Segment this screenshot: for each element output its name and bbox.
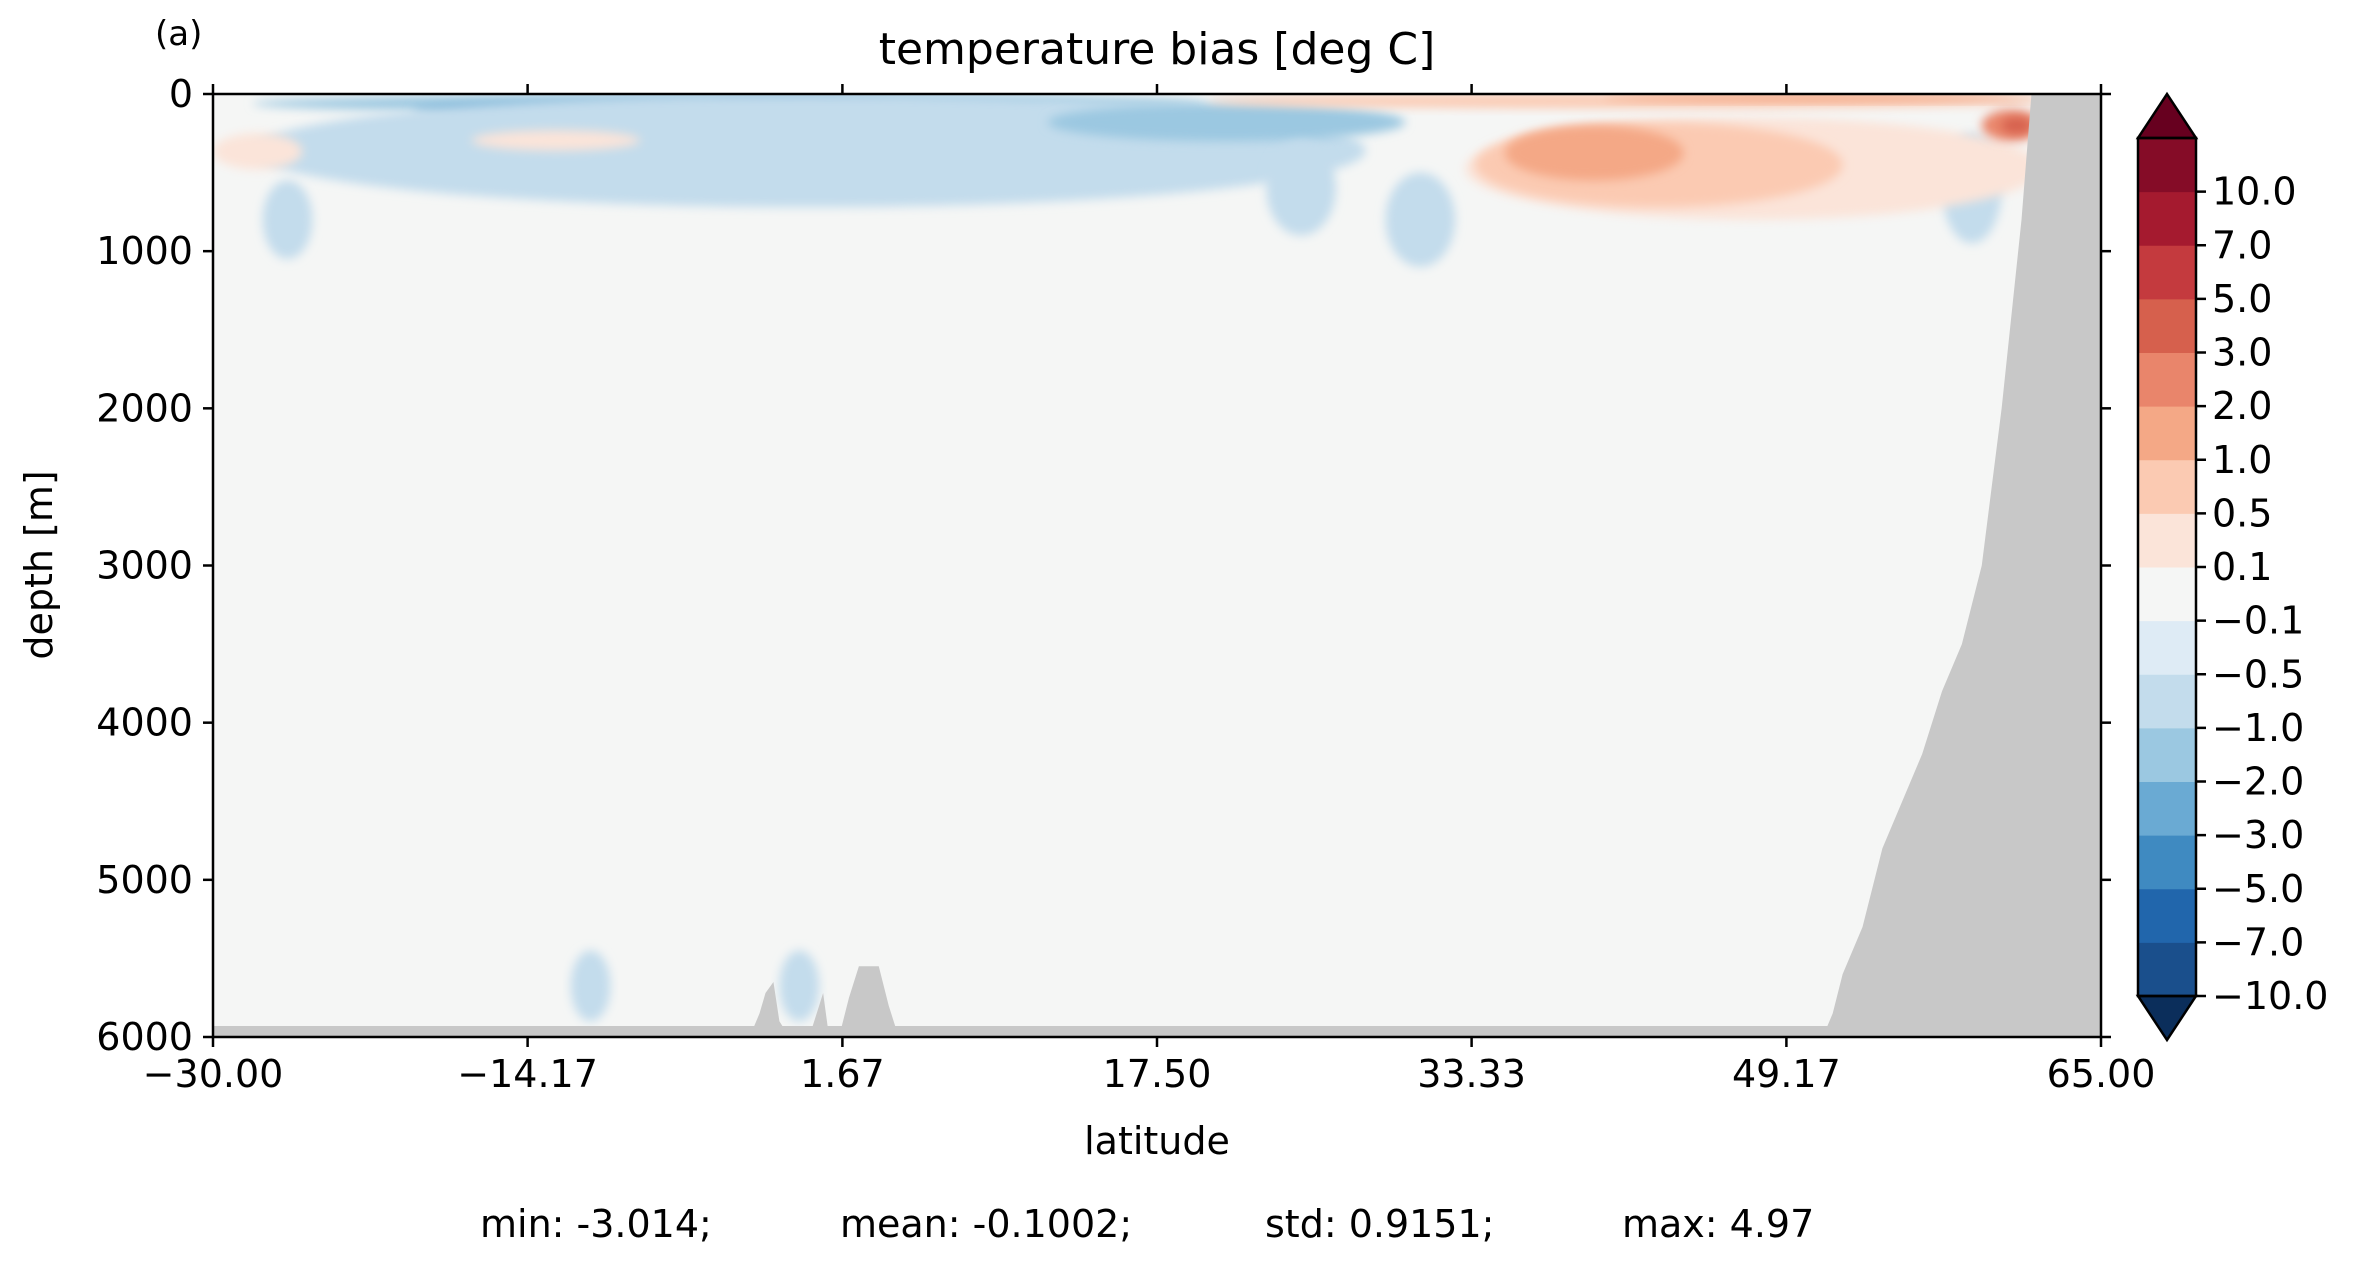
bias-anomaly	[1266, 141, 1336, 236]
colorbar-tick-label: −10.0	[2212, 974, 2328, 1018]
colorbar-over-extension	[2135, 91, 2199, 140]
bias-anomaly	[1504, 125, 1684, 181]
y-tick-label: 0	[169, 72, 193, 116]
bias-anomaly	[2001, 117, 2032, 134]
colorbar-segment	[2138, 727, 2196, 782]
colorbar-segment	[2138, 674, 2196, 729]
y-tick-label: 3000	[96, 544, 193, 588]
stat-max: max: 4.97	[1622, 1202, 1814, 1246]
colorbar-tick-label: 1.0	[2212, 438, 2272, 482]
colorbar-tick-label: 10.0	[2212, 170, 2297, 214]
colorbar-segment	[2138, 513, 2196, 568]
x-tick-label: 49.17	[1732, 1052, 1841, 1096]
bias-anomaly	[262, 180, 313, 260]
x-axis-label: latitude	[1084, 1119, 1230, 1163]
x-tick-label: 17.50	[1103, 1052, 1212, 1096]
bias-anomaly	[1047, 103, 1406, 142]
colorbar-segment	[2138, 245, 2196, 300]
colorbar-segment	[2138, 191, 2196, 246]
seafloor	[213, 1025, 2101, 1037]
colorbar-segment	[2138, 781, 2196, 836]
colorbar-tick-label: 5.0	[2212, 277, 2272, 321]
seafloor-ridge	[839, 966, 899, 1037]
colorbar: −10.0 −7.0 −5.0 −3.0 −2.0 −1.0 −0.5 −0.1 0.1 0.5 1…	[2135, 91, 2328, 1043]
stat-std: std: 0.9151;	[1265, 1202, 1494, 1246]
bias-anomaly	[1604, 94, 2042, 102]
colorbar-segment	[2138, 138, 2196, 193]
x-axis: −30.00 −14.17 1.67 17.50 33.33 49.17 65.00	[143, 84, 2156, 1096]
statistics-line: min: -3.014; mean: -0.1002; std: 0.9151;…	[480, 1202, 1814, 1246]
colorbar-tick-label: 7.0	[2212, 223, 2272, 267]
stat-mean: mean: -0.1002;	[840, 1202, 1132, 1246]
y-tick-label: 4000	[96, 701, 193, 745]
colorbar-segment	[2138, 942, 2196, 997]
plot-background	[213, 94, 2101, 1037]
colorbar-segment	[2138, 298, 2196, 353]
seafloor-ridge	[749, 981, 790, 1037]
land-mask	[213, 94, 2101, 1037]
x-tick-label: −14.17	[457, 1052, 598, 1096]
y-tick-label: 1000	[96, 229, 193, 273]
continental-land	[1822, 94, 2101, 1037]
x-tick-label: 1.67	[800, 1052, 885, 1096]
colorbar-segment	[2138, 620, 2196, 675]
colorbar-tick-label: −2.0	[2212, 760, 2304, 804]
chart-title: temperature bias [deg C]	[879, 24, 1436, 75]
bias-anomaly	[471, 130, 641, 151]
x-tick-label: 33.33	[1417, 1052, 1526, 1096]
y-tick-label: 2000	[96, 386, 193, 430]
panel-label: (a)	[155, 14, 202, 54]
seafloor-ridge	[809, 992, 830, 1037]
bias-anomaly	[640, 989, 661, 1037]
colorbar-segment	[2138, 406, 2196, 461]
bias-anomaly	[570, 950, 611, 1022]
colorbar-tick-label: 3.0	[2212, 331, 2272, 375]
x-tick-label: 65.00	[2047, 1052, 2156, 1096]
colorbar-tick-label: −5.0	[2212, 867, 2304, 911]
colorbar-segment	[2138, 567, 2196, 622]
colorbar-tick-label: −0.1	[2212, 599, 2304, 643]
colorbar-tick-label: 0.5	[2212, 491, 2272, 535]
colorbar-segment	[2138, 352, 2196, 407]
colorbar-tick-label: 0.1	[2212, 545, 2272, 589]
colorbar-tick-label: −0.5	[2212, 652, 2304, 696]
y-tick-label: 6000	[96, 1015, 193, 1059]
colorbar-segment	[2138, 835, 2196, 890]
colorbar-tick-label: −3.0	[2212, 813, 2304, 857]
colorbar-tick-label: −1.0	[2212, 706, 2304, 750]
stat-min: min: -3.014;	[480, 1202, 712, 1246]
plot-area	[211, 92, 2103, 1039]
y-axis: 0 1000 2000 3000 4000 5000 6000	[96, 72, 2111, 1059]
y-tick-label: 5000	[96, 858, 193, 902]
colorbar-segment	[2138, 459, 2196, 514]
x-tick-label: −30.00	[143, 1052, 284, 1096]
bias-anomaly	[1385, 172, 1456, 267]
colorbar-tick-label: 2.0	[2212, 384, 2272, 428]
colorbar-tick-label: −7.0	[2212, 920, 2304, 964]
y-axis-label: depth [m]	[17, 470, 61, 659]
bias-anomaly	[779, 950, 820, 1022]
colorbar-segment	[2138, 888, 2196, 943]
colorbar-under-extension	[2135, 994, 2199, 1043]
temperature-bias-field	[213, 94, 2042, 1037]
bias-anomaly	[213, 133, 303, 170]
